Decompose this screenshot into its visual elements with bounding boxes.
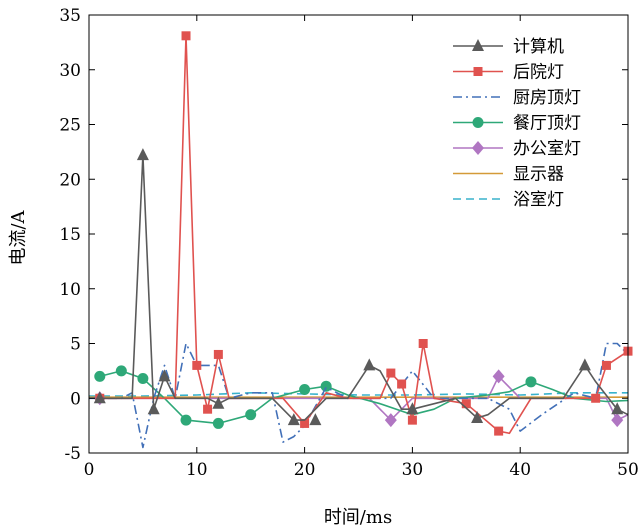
data-point-4-1: [94, 370, 106, 382]
y-tick-label-6: 25: [59, 116, 81, 136]
data-point-5-2: [384, 413, 397, 428]
data-point-4-6: [245, 409, 257, 421]
y-tick-label-3: 10: [59, 280, 81, 300]
data-point-2-11: [461, 399, 471, 409]
data-point-2-5: [213, 349, 223, 359]
data-point-1-1: [93, 391, 106, 404]
data-point-1-3: [147, 402, 160, 415]
data-point-1-2: [136, 148, 149, 161]
y-tick-label-1: 0: [70, 389, 81, 409]
y-tick-label-4: 15: [59, 225, 81, 245]
data-point-4-7: [299, 383, 311, 395]
plot-series: [89, 31, 633, 449]
x-tick-label-2: 20: [294, 460, 316, 480]
series-line-3: [89, 342, 629, 449]
data-point-2-8: [397, 379, 407, 389]
data-point-4-9: [525, 376, 537, 388]
legend-marker-4: [472, 117, 484, 128]
data-point-4-8: [320, 380, 332, 392]
legend-label-4: 餐厅顶灯: [513, 114, 581, 134]
data-point-2-14: [601, 360, 611, 370]
data-point-1-11: [578, 358, 591, 371]
data-point-2-7: [386, 368, 396, 378]
data-point-5-4: [611, 413, 624, 428]
x-tick-label-4: 40: [509, 460, 531, 480]
series-3: [89, 342, 629, 449]
y-tick-label-5: 20: [59, 170, 81, 190]
data-point-2-6: [300, 418, 310, 428]
data-point-1-10: [471, 410, 484, 423]
x-tick-label-1: 10: [186, 460, 208, 480]
data-point-2-10: [418, 339, 428, 348]
x-axis-title: 时间/ms: [324, 507, 392, 528]
legend-label-7: 浴室灯: [513, 190, 564, 210]
data-point-1-6: [287, 413, 300, 426]
data-point-1-7: [309, 413, 322, 426]
y-tick-label-0: -5: [64, 444, 81, 464]
data-point-1-8: [363, 358, 376, 371]
series-line-7: [89, 391, 628, 397]
data-point-1-9: [406, 402, 419, 415]
data-point-1-4: [158, 369, 171, 382]
data-point-2-2: [181, 31, 191, 41]
data-point-1-5: [212, 396, 225, 409]
data-point-5-3: [492, 369, 505, 384]
data-point-2-13: [591, 393, 601, 403]
legend-marker-5: [472, 141, 484, 155]
data-point-2-9: [407, 415, 417, 425]
data-point-1-12: [611, 402, 624, 415]
legend-label-6: 显示器: [513, 165, 564, 185]
data-point-4-5: [212, 417, 224, 429]
series-1: [93, 148, 629, 426]
data-point-4-3: [137, 373, 149, 385]
data-point-4-4: [180, 414, 192, 426]
x-tick-label-3: 30: [402, 460, 424, 480]
y-axis-title: 电流/A: [8, 209, 29, 265]
series-7: [89, 391, 628, 397]
series-line-1: [99, 154, 629, 421]
data-point-4-2: [115, 365, 127, 377]
legend-marker-2: [473, 67, 483, 76]
legend-label-2: 后院灯: [513, 63, 564, 83]
data-point-2-3: [192, 360, 202, 370]
y-tick-label-8: 35: [59, 6, 81, 26]
series-4: [94, 365, 629, 429]
legend-marker-1: [472, 39, 484, 51]
legend-label-1: 计算机: [513, 37, 564, 57]
y-tick-label-7: 30: [59, 61, 81, 81]
series-line-4: [99, 370, 629, 425]
data-point-2-12: [494, 426, 504, 436]
series-line-2: [99, 34, 629, 435]
legend-label-3: 厨房顶灯: [513, 88, 581, 108]
x-tick-label-0: 0: [84, 460, 95, 480]
y-tick-label-2: 5: [70, 335, 81, 355]
legend-label-5: 办公室灯: [513, 139, 581, 159]
x-tick-label-5: 50: [617, 460, 639, 480]
data-point-2-4: [203, 404, 213, 414]
